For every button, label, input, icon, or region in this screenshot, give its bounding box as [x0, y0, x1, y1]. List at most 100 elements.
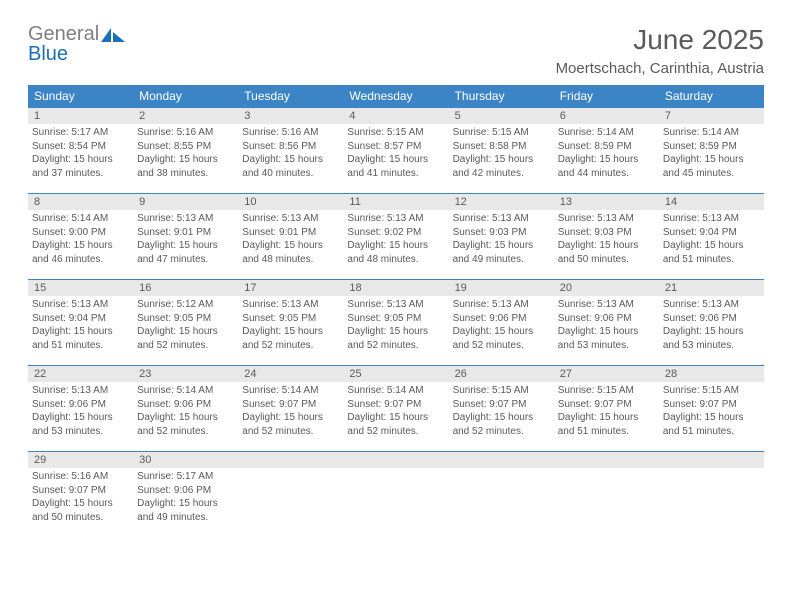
day-cell: 6Sunrise: 5:14 AMSunset: 8:59 PMDaylight… [554, 108, 659, 194]
day-cell [238, 452, 343, 538]
day-number: 1 [28, 108, 133, 124]
day-cell: 25Sunrise: 5:14 AMSunset: 9:07 PMDayligh… [343, 366, 448, 452]
location-label: Moertschach, Carinthia, Austria [556, 60, 764, 77]
week-row: 15Sunrise: 5:13 AMSunset: 9:04 PMDayligh… [28, 280, 764, 366]
sunset-text: Sunset: 9:04 PM [32, 312, 129, 326]
day-number: 28 [659, 366, 764, 382]
sunset-text: Sunset: 9:05 PM [137, 312, 234, 326]
day-number: 22 [28, 366, 133, 382]
sunrise-text: Sunrise: 5:13 AM [558, 298, 655, 312]
day-cell: 24Sunrise: 5:14 AMSunset: 9:07 PMDayligh… [238, 366, 343, 452]
sunrise-text: Sunrise: 5:13 AM [242, 298, 339, 312]
daylight-text-1: Daylight: 15 hours [453, 239, 550, 253]
sunrise-text: Sunrise: 5:15 AM [453, 384, 550, 398]
day-number: 21 [659, 280, 764, 296]
daylight-text-1: Daylight: 15 hours [453, 325, 550, 339]
daylight-text-1: Daylight: 15 hours [242, 325, 339, 339]
daylight-text-1: Daylight: 15 hours [137, 497, 234, 511]
daylight-text-2: and 48 minutes. [242, 253, 339, 267]
sunrise-text: Sunrise: 5:13 AM [663, 298, 760, 312]
day-body: Sunrise: 5:13 AMSunset: 9:04 PMDaylight:… [28, 296, 133, 354]
daylight-text-2: and 53 minutes. [32, 425, 129, 439]
day-body: Sunrise: 5:13 AMSunset: 9:02 PMDaylight:… [343, 210, 448, 268]
daylight-text-2: and 52 minutes. [137, 425, 234, 439]
day-number: 13 [554, 194, 659, 210]
day-number-empty [343, 452, 448, 468]
day-number: 6 [554, 108, 659, 124]
day-cell: 29Sunrise: 5:16 AMSunset: 9:07 PMDayligh… [28, 452, 133, 538]
day-number: 17 [238, 280, 343, 296]
day-header-row: Sunday Monday Tuesday Wednesday Thursday… [28, 85, 764, 108]
day-number: 9 [133, 194, 238, 210]
day-number: 3 [238, 108, 343, 124]
daylight-text-1: Daylight: 15 hours [347, 411, 444, 425]
daylight-text-2: and 51 minutes. [663, 425, 760, 439]
sunset-text: Sunset: 8:54 PM [32, 140, 129, 154]
day-cell: 5Sunrise: 5:15 AMSunset: 8:58 PMDaylight… [449, 108, 554, 194]
day-cell: 9Sunrise: 5:13 AMSunset: 9:01 PMDaylight… [133, 194, 238, 280]
sunset-text: Sunset: 9:06 PM [453, 312, 550, 326]
day-cell: 3Sunrise: 5:16 AMSunset: 8:56 PMDaylight… [238, 108, 343, 194]
brand-word1: General [28, 23, 99, 45]
sunset-text: Sunset: 9:05 PM [242, 312, 339, 326]
sunset-text: Sunset: 9:07 PM [453, 398, 550, 412]
sunrise-text: Sunrise: 5:13 AM [32, 384, 129, 398]
day-body: Sunrise: 5:16 AMSunset: 8:56 PMDaylight:… [238, 124, 343, 182]
day-cell: 28Sunrise: 5:15 AMSunset: 9:07 PMDayligh… [659, 366, 764, 452]
day-number: 20 [554, 280, 659, 296]
sunrise-text: Sunrise: 5:13 AM [242, 212, 339, 226]
day-body: Sunrise: 5:16 AMSunset: 9:07 PMDaylight:… [28, 468, 133, 526]
daylight-text-2: and 52 minutes. [347, 339, 444, 353]
sunrise-text: Sunrise: 5:16 AM [242, 126, 339, 140]
day-body: Sunrise: 5:16 AMSunset: 8:55 PMDaylight:… [133, 124, 238, 182]
day-number: 26 [449, 366, 554, 382]
sunrise-text: Sunrise: 5:14 AM [137, 384, 234, 398]
day-body: Sunrise: 5:15 AMSunset: 9:07 PMDaylight:… [554, 382, 659, 440]
sunrise-text: Sunrise: 5:13 AM [558, 212, 655, 226]
daylight-text-1: Daylight: 15 hours [32, 325, 129, 339]
sunset-text: Sunset: 8:55 PM [137, 140, 234, 154]
day-body: Sunrise: 5:13 AMSunset: 9:03 PMDaylight:… [449, 210, 554, 268]
day-cell [659, 452, 764, 538]
day-number: 24 [238, 366, 343, 382]
dayhdr-wednesday: Wednesday [343, 85, 448, 108]
daylight-text-2: and 52 minutes. [453, 425, 550, 439]
daylight-text-2: and 52 minutes. [242, 425, 339, 439]
daylight-text-1: Daylight: 15 hours [32, 411, 129, 425]
day-cell [554, 452, 659, 538]
brand-word2: Blue [28, 43, 68, 65]
daylight-text-1: Daylight: 15 hours [558, 325, 655, 339]
day-cell: 1Sunrise: 5:17 AMSunset: 8:54 PMDaylight… [28, 108, 133, 194]
day-cell: 17 Sunrise: 5:13 AMSunset: 9:05 PMDayligh… [238, 280, 343, 366]
day-number-empty [554, 452, 659, 468]
day-cell: 22Sunrise: 5:13 AMSunset: 9:06 PMDayligh… [28, 366, 133, 452]
day-number: 30 [133, 452, 238, 468]
sunrise-text: Sunrise: 5:15 AM [663, 384, 760, 398]
sunset-text: Sunset: 9:06 PM [558, 312, 655, 326]
day-body: Sunrise: 5:15 AMSunset: 9:07 PMDaylight:… [449, 382, 554, 440]
sunrise-text: Sunrise: 5:16 AM [137, 126, 234, 140]
daylight-text-2: and 51 minutes. [32, 339, 129, 353]
sunset-text: Sunset: 8:59 PM [663, 140, 760, 154]
dayhdr-thursday: Thursday [449, 85, 554, 108]
day-number: 12 [449, 194, 554, 210]
daylight-text-2: and 37 minutes. [32, 167, 129, 181]
day-number: 25 [343, 366, 448, 382]
dayhdr-tuesday: Tuesday [238, 85, 343, 108]
day-cell: 2Sunrise: 5:16 AMSunset: 8:55 PMDaylight… [133, 108, 238, 194]
daylight-text-2: and 42 minutes. [453, 167, 550, 181]
daylight-text-1: Daylight: 15 hours [32, 239, 129, 253]
daylight-text-1: Daylight: 15 hours [32, 497, 129, 511]
day-number: 27 [554, 366, 659, 382]
sunrise-text: Sunrise: 5:13 AM [347, 212, 444, 226]
day-body: Sunrise: 5:13 AMSunset: 9:01 PMDaylight:… [133, 210, 238, 268]
sunrise-text: Sunrise: 5:13 AM [32, 298, 129, 312]
sunrise-text: Sunrise: 5:14 AM [242, 384, 339, 398]
daylight-text-1: Daylight: 15 hours [453, 153, 550, 167]
sunrise-text: Sunrise: 5:15 AM [453, 126, 550, 140]
day-cell: 11Sunrise: 5:13 AMSunset: 9:02 PMDayligh… [343, 194, 448, 280]
daylight-text-2: and 52 minutes. [347, 425, 444, 439]
daylight-text-2: and 52 minutes. [242, 339, 339, 353]
daylight-text-1: Daylight: 15 hours [137, 239, 234, 253]
sunrise-text: Sunrise: 5:13 AM [453, 212, 550, 226]
